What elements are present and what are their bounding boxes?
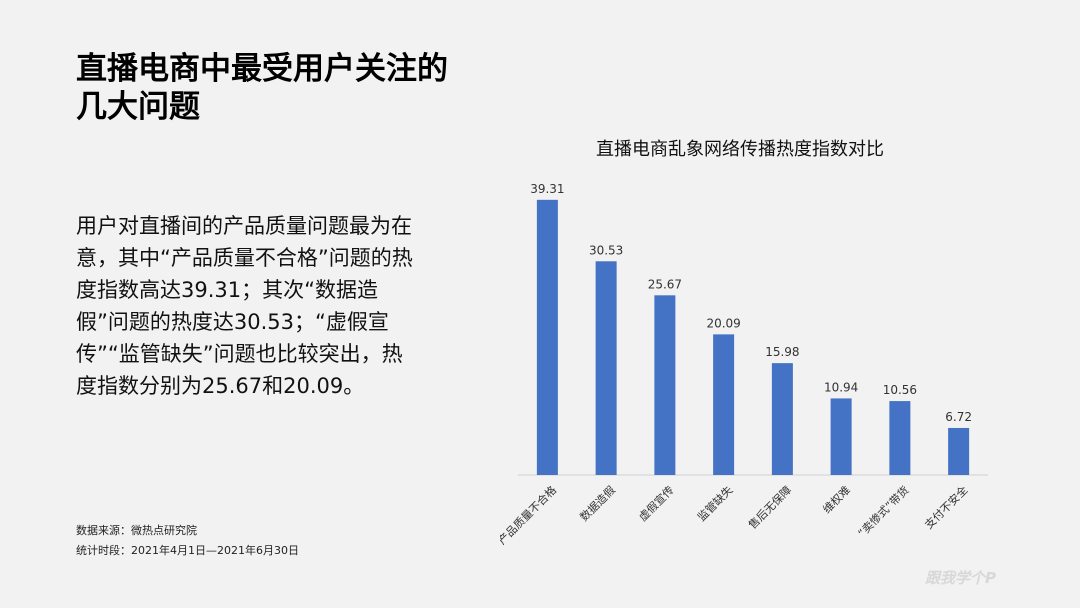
data-label: 15.98 bbox=[765, 345, 799, 359]
page-title: 直播电商中最受用户关注的几大问题 bbox=[76, 51, 448, 125]
data-label: 25.67 bbox=[648, 277, 682, 291]
category-label: 数据造假 bbox=[577, 483, 618, 524]
category-label: 产品质量不合格 bbox=[500, 483, 559, 547]
category-label: “卖惨式”带货 bbox=[855, 483, 912, 540]
bar bbox=[771, 363, 793, 475]
bar bbox=[536, 199, 558, 475]
statistics-period-note: 统计时段：2021年4月1日—2021年6月30日 bbox=[76, 544, 299, 557]
category-label: 监管缺失 bbox=[694, 483, 735, 524]
data-label: 39.31 bbox=[530, 182, 564, 196]
chart-title: 直播电商乱象网络传播热度指数对比 bbox=[596, 139, 884, 160]
bar bbox=[713, 334, 735, 475]
bar bbox=[654, 295, 676, 475]
summary-paragraph: 用户对直播间的产品质量问题最为在意，其中“产品质量不合格”问题的热度指数高达39… bbox=[76, 214, 413, 398]
category-label: 虚假宣传 bbox=[636, 483, 677, 524]
data-label: 20.09 bbox=[706, 316, 740, 330]
bar bbox=[595, 261, 617, 475]
data-label: 10.94 bbox=[824, 380, 858, 394]
bar bbox=[889, 401, 911, 475]
watermark-logo: 跟我学个P bbox=[925, 569, 996, 587]
category-label: 维权难 bbox=[820, 484, 853, 517]
bar bbox=[830, 398, 852, 475]
category-label: 售后无保障 bbox=[745, 483, 794, 532]
data-label: 6.72 bbox=[945, 410, 972, 424]
data-label: 10.56 bbox=[883, 383, 917, 397]
data-source-note: 数据来源：微热点研究院 bbox=[76, 524, 197, 537]
category-label: 支付不安全 bbox=[922, 483, 971, 532]
bar bbox=[948, 427, 970, 475]
data-label: 30.53 bbox=[589, 243, 623, 257]
bar-chart: 39.31 产品质量不合格 30.53 数据造假 25.67 虚假宣传 20.09 监管缺失 1… bbox=[500, 182, 988, 547]
